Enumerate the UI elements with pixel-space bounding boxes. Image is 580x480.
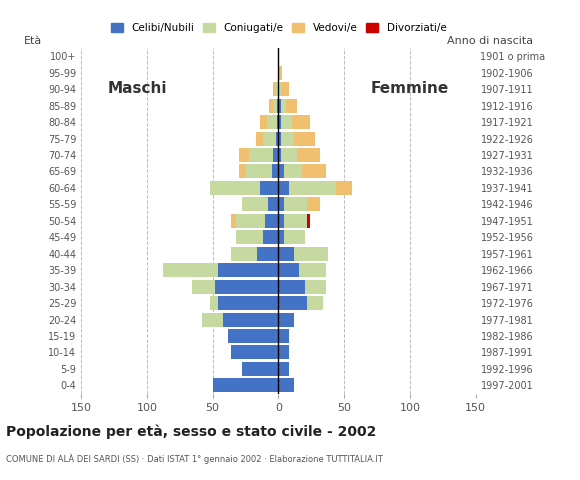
Text: Maschi: Maschi bbox=[107, 81, 167, 96]
Text: Femmine: Femmine bbox=[371, 81, 450, 96]
Bar bbox=[191, 280, 215, 294]
Bar bbox=[242, 362, 278, 376]
Bar bbox=[276, 82, 278, 96]
Bar bbox=[278, 165, 284, 179]
Bar bbox=[236, 214, 265, 228]
Bar bbox=[239, 165, 245, 179]
Bar bbox=[299, 263, 326, 277]
Bar bbox=[210, 181, 260, 195]
Bar bbox=[278, 378, 294, 392]
Bar bbox=[273, 82, 276, 96]
Bar bbox=[273, 148, 278, 162]
Bar bbox=[284, 197, 307, 211]
Bar bbox=[278, 98, 281, 113]
Bar bbox=[281, 98, 287, 113]
Bar bbox=[278, 263, 299, 277]
Bar bbox=[239, 148, 249, 162]
Bar bbox=[336, 181, 352, 195]
Bar bbox=[294, 247, 328, 261]
Bar bbox=[278, 362, 289, 376]
Bar bbox=[256, 132, 263, 145]
Bar bbox=[265, 214, 278, 228]
Bar bbox=[281, 115, 292, 129]
Bar bbox=[304, 280, 326, 294]
Bar bbox=[278, 115, 281, 129]
Bar bbox=[218, 296, 278, 310]
Bar bbox=[302, 165, 326, 179]
Bar bbox=[278, 296, 307, 310]
Bar bbox=[269, 98, 273, 113]
Bar bbox=[289, 181, 336, 195]
Bar bbox=[278, 148, 281, 162]
Bar bbox=[273, 98, 277, 113]
Bar bbox=[210, 296, 218, 310]
Bar bbox=[278, 346, 289, 360]
Bar bbox=[278, 214, 284, 228]
Bar bbox=[272, 165, 278, 179]
Bar bbox=[307, 296, 323, 310]
Legend: Celibi/Nubili, Coniugati/e, Vedovi/e, Divorziati/e: Celibi/Nubili, Coniugati/e, Vedovi/e, Di… bbox=[106, 19, 451, 37]
Bar bbox=[267, 115, 277, 129]
Bar bbox=[229, 329, 278, 343]
Bar bbox=[258, 247, 278, 261]
Bar bbox=[231, 247, 258, 261]
Bar bbox=[242, 197, 268, 211]
Bar bbox=[236, 230, 263, 244]
Bar bbox=[276, 132, 278, 145]
Bar bbox=[278, 329, 289, 343]
Bar bbox=[284, 165, 302, 179]
Bar bbox=[278, 197, 284, 211]
Bar bbox=[215, 280, 278, 294]
Bar bbox=[260, 115, 267, 129]
Bar bbox=[231, 346, 278, 360]
Bar bbox=[277, 115, 278, 129]
Bar bbox=[263, 230, 278, 244]
Bar bbox=[218, 263, 278, 277]
Bar bbox=[297, 148, 321, 162]
Text: COMUNE DI ALÀ DEI SARDI (SS) · Dati ISTAT 1° gennaio 2002 · Elaborazione TUTTITA: COMUNE DI ALÀ DEI SARDI (SS) · Dati ISTA… bbox=[6, 454, 383, 464]
Bar bbox=[307, 197, 321, 211]
Bar bbox=[245, 165, 272, 179]
Bar bbox=[292, 115, 310, 129]
Bar bbox=[278, 181, 289, 195]
Bar bbox=[202, 312, 223, 326]
Bar bbox=[163, 263, 218, 277]
Bar bbox=[213, 378, 278, 392]
Bar bbox=[278, 132, 281, 145]
Bar bbox=[278, 280, 304, 294]
Bar bbox=[284, 214, 307, 228]
Text: Anno di nascita: Anno di nascita bbox=[447, 36, 533, 46]
Bar bbox=[294, 132, 315, 145]
Text: Popolazione per età, sesso e stato civile - 2002: Popolazione per età, sesso e stato civil… bbox=[6, 425, 376, 439]
Bar bbox=[223, 312, 278, 326]
Bar bbox=[278, 312, 294, 326]
Bar bbox=[268, 197, 278, 211]
Bar bbox=[278, 247, 294, 261]
Bar bbox=[284, 230, 304, 244]
Text: Età: Età bbox=[24, 36, 42, 46]
Bar bbox=[278, 82, 281, 96]
Bar bbox=[263, 132, 276, 145]
Bar bbox=[249, 148, 273, 162]
Bar bbox=[278, 230, 284, 244]
Bar bbox=[307, 214, 310, 228]
Bar bbox=[281, 82, 289, 96]
Bar bbox=[281, 132, 294, 145]
Bar bbox=[231, 214, 236, 228]
Bar bbox=[281, 148, 297, 162]
Bar bbox=[277, 98, 278, 113]
Bar bbox=[278, 66, 282, 80]
Bar bbox=[260, 181, 278, 195]
Bar bbox=[287, 98, 297, 113]
